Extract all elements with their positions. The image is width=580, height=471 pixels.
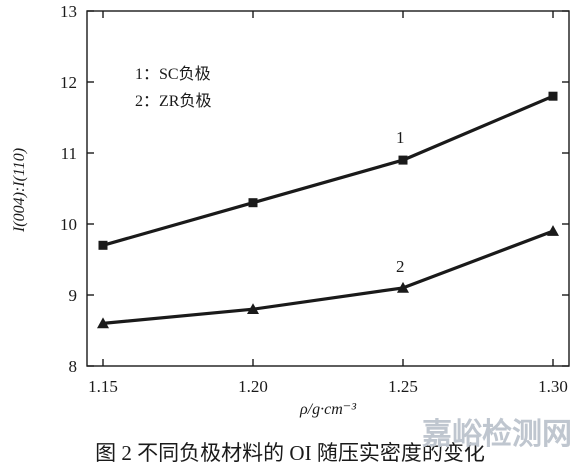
y-tick-label-4: 12 — [60, 73, 77, 92]
legend-entry-2: 2：ZR负极 — [135, 92, 211, 110]
series-2-line — [102, 229, 554, 325]
y-tick-label-5: 13 — [60, 2, 77, 21]
y-tick-label-2: 10 — [60, 215, 77, 234]
plot-area-frame — [86, 10, 570, 367]
x-tick-label-0: 1.15 — [88, 377, 118, 396]
series-layer — [97, 91, 559, 329]
x-tick-label-1: 1.20 — [238, 377, 268, 396]
series-2-point-2 — [397, 281, 409, 293]
series-2-point-3 — [547, 225, 559, 236]
y-tick-label-1: 9 — [69, 286, 78, 305]
x-tick-label-3: 1.30 — [538, 377, 568, 396]
y-tick-label-3: 11 — [61, 144, 77, 163]
series-1-point-1 — [248, 198, 258, 208]
series-2-point-1 — [247, 303, 259, 314]
figure-caption: 图 2 不同负极材料的 OI 随压实密度的变化 — [95, 441, 485, 465]
x-tick-label-2: 1.25 — [388, 377, 418, 396]
series-1-point-3 — [548, 91, 558, 101]
y-axis-title: I(004):I(110) — [11, 148, 28, 233]
series-label-1: 1 — [396, 128, 405, 147]
series-1-point-2 — [398, 155, 408, 165]
x-axis-ticks: 1.15 1.20 1.25 1.30 — [88, 11, 568, 396]
legend-entry-1: 1：SC负极 — [135, 65, 211, 83]
legend: 1：SC负极 2：ZR负极 — [135, 65, 211, 110]
series-label-2: 2 — [396, 257, 405, 276]
watermark: 嘉峪检测网 — [422, 417, 572, 452]
series-1-point-0 — [98, 240, 108, 250]
series-1-line — [102, 94, 554, 247]
y-tick-label-0: 8 — [69, 357, 78, 376]
x-axis-title: ρ/g·cm⁻³ — [299, 401, 356, 418]
series-2-point-0 — [97, 317, 109, 329]
